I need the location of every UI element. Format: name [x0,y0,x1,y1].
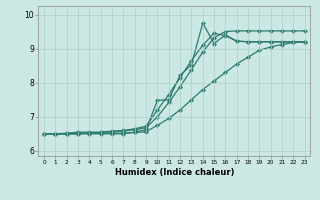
X-axis label: Humidex (Indice chaleur): Humidex (Indice chaleur) [115,168,234,177]
